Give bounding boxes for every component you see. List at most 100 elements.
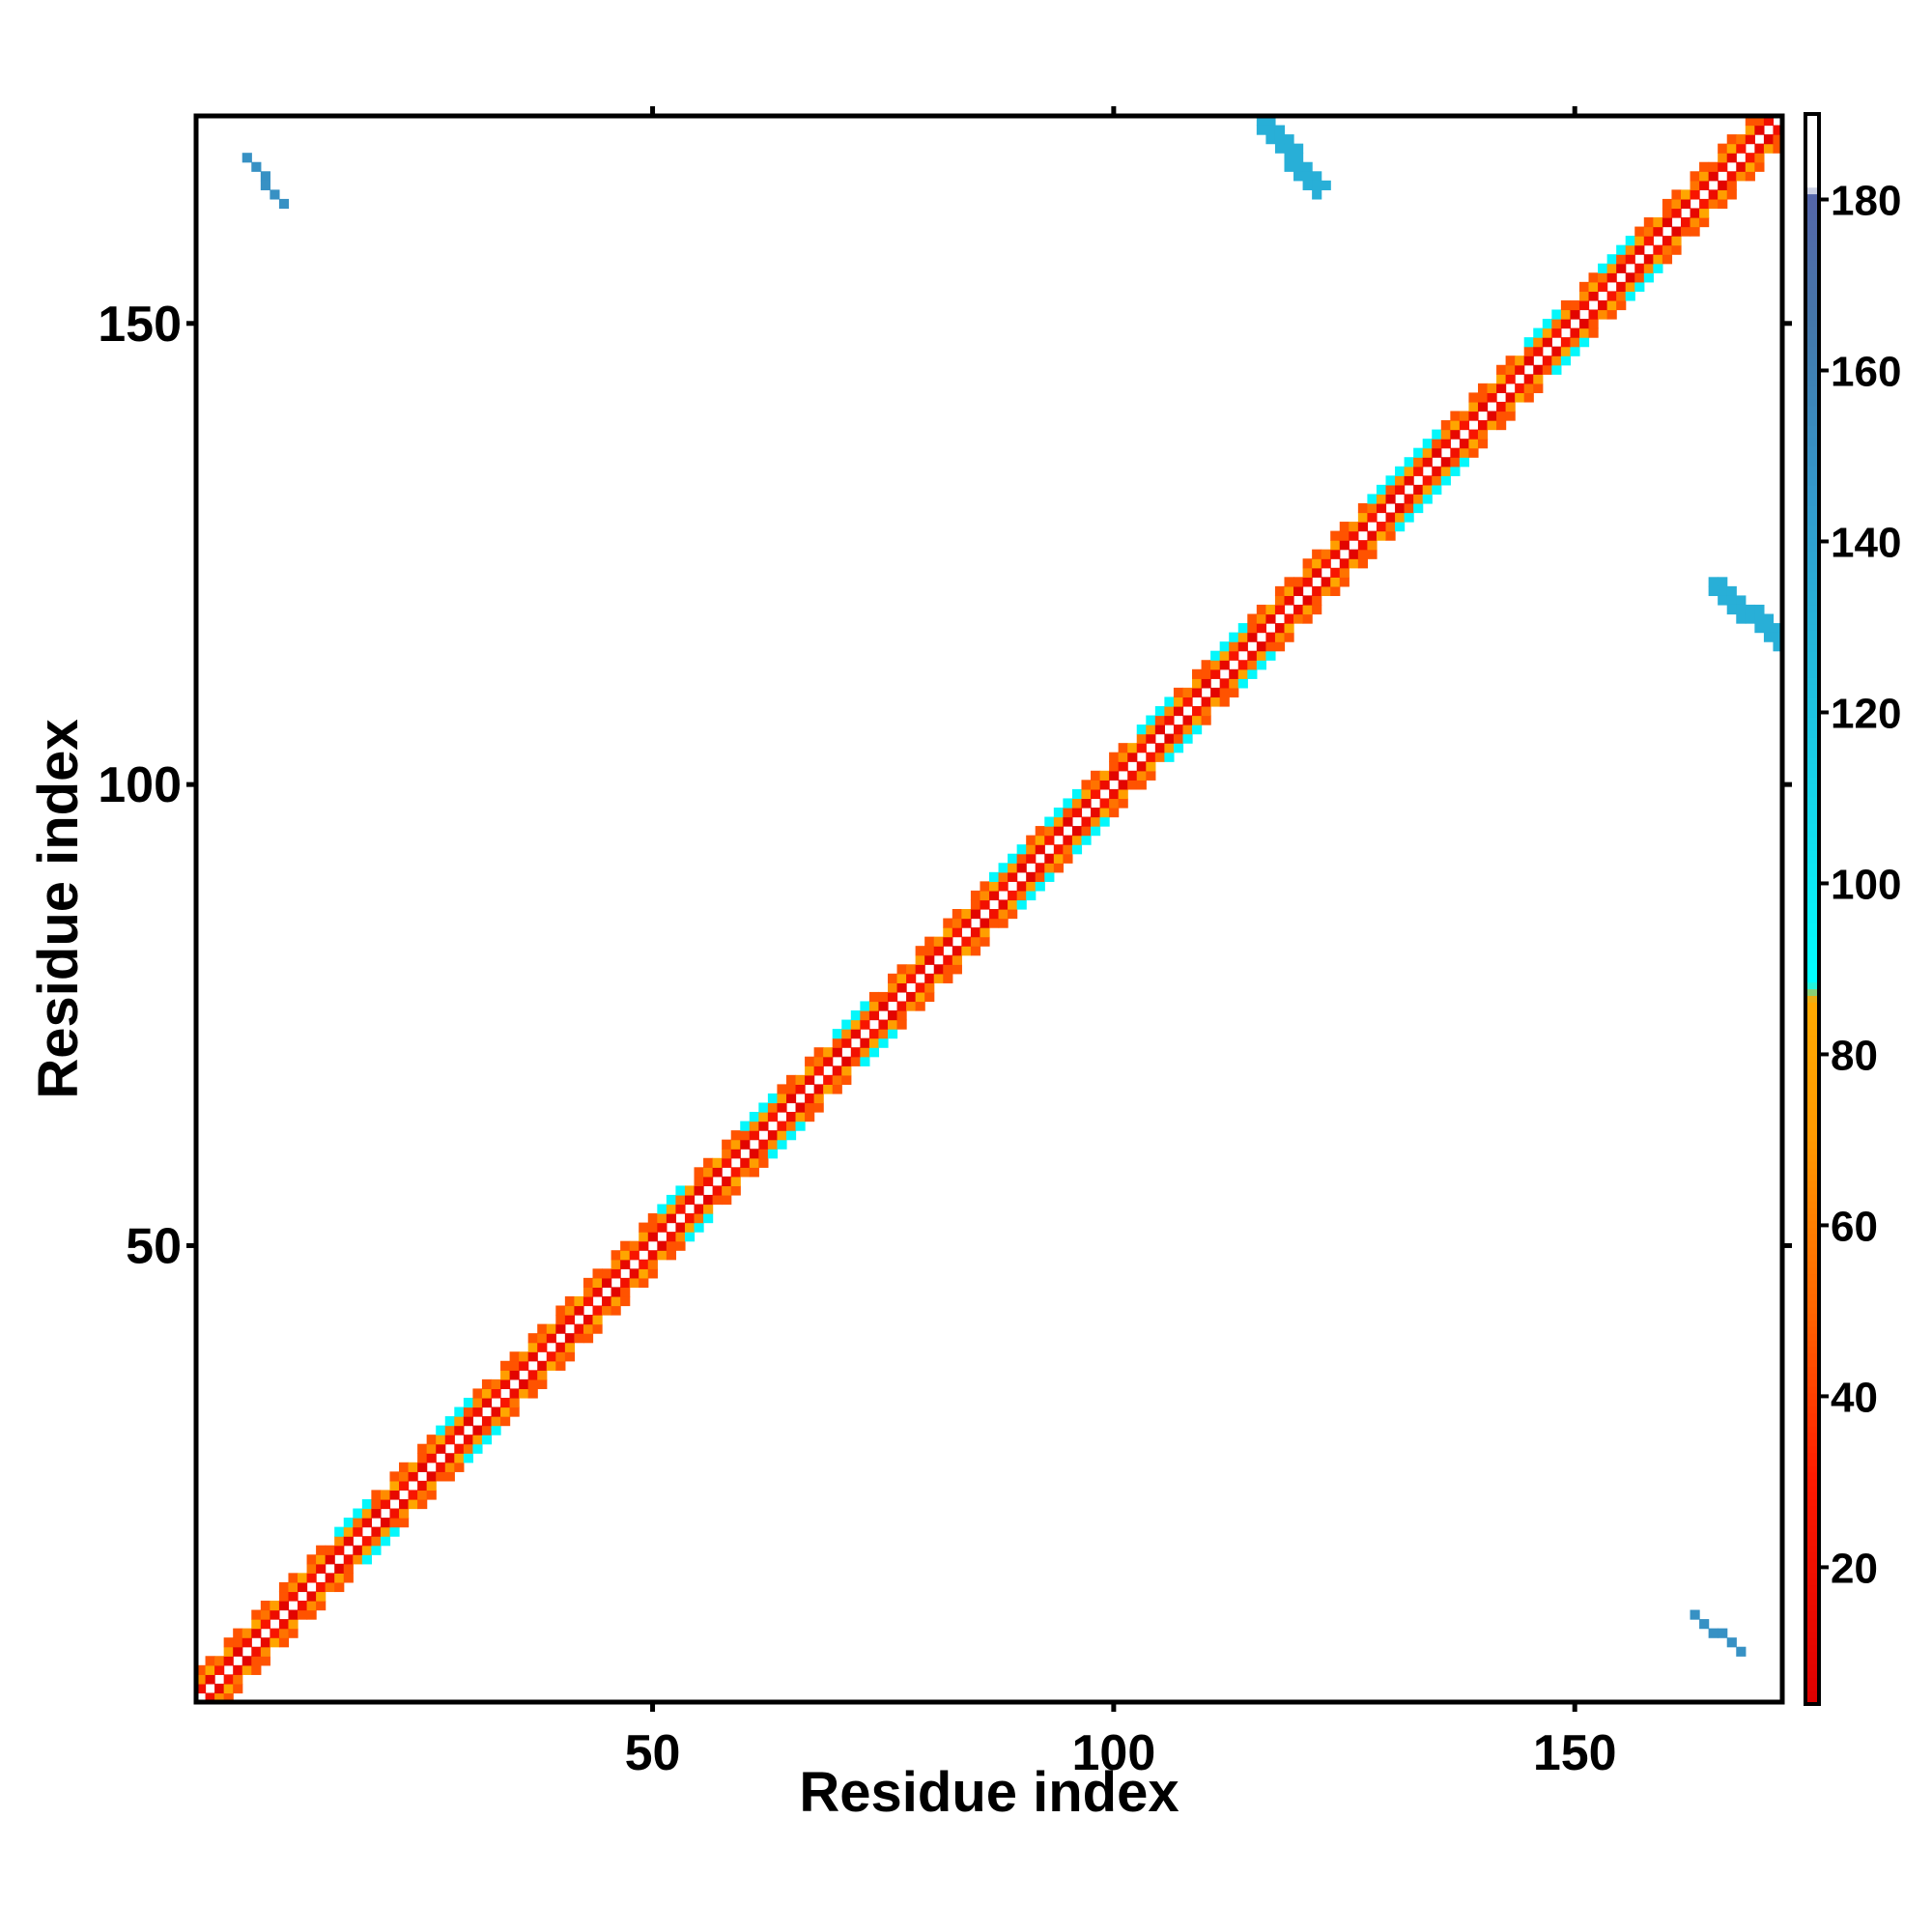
heatmap-cell [878, 991, 889, 1003]
colorbar-segment [1805, 756, 1819, 764]
heatmap-cell [1422, 457, 1433, 468]
heatmap-cell [353, 1554, 363, 1565]
heatmap-cell [740, 1139, 751, 1150]
heatmap-cell [1312, 604, 1322, 615]
colorbar-segment [1805, 1107, 1819, 1116]
colorbar-segment [1805, 451, 1819, 460]
heatmap-cell [481, 1435, 493, 1445]
heatmap-cell [1302, 613, 1313, 624]
heatmap-cell [574, 1323, 584, 1334]
heatmap-cell [1339, 530, 1350, 541]
heatmap-cell [906, 964, 917, 975]
heatmap-cell [1229, 641, 1239, 652]
heatmap-cell [1606, 272, 1617, 283]
heatmap-cell [924, 936, 935, 947]
heatmap-cell [1523, 346, 1534, 356]
heatmap-cell [1708, 585, 1719, 597]
heatmap-cell [1422, 494, 1433, 504]
colorbar: 20 40 60 80 100 120 140 160 180 [1804, 112, 1901, 1706]
heatmap-cell [860, 1019, 870, 1030]
heatmap-cell [860, 1001, 870, 1011]
heatmap-cell [242, 1664, 252, 1675]
heatmap-cell [436, 1471, 446, 1482]
heatmap-cell [666, 1232, 677, 1242]
y-axis-title: Residue index [27, 719, 90, 1098]
heatmap-cell [795, 1102, 806, 1113]
heatmap-cell [1312, 585, 1322, 597]
heatmap-cell [1551, 327, 1562, 338]
heatmap-cell [860, 1056, 870, 1066]
heatmap-cell [1071, 826, 1083, 837]
heatmap-cell [574, 1305, 584, 1316]
heatmap-cell [1293, 613, 1304, 624]
heatmap-cell [1136, 770, 1147, 781]
colorbar-tick-label: 140 [1831, 519, 1901, 566]
heatmap-cell [1505, 364, 1516, 375]
heatmap-cell [1773, 134, 1783, 145]
colorbar-segment [1805, 750, 1819, 758]
heatmap-cell [703, 1157, 714, 1168]
colorbar-segment [1805, 1167, 1819, 1176]
heatmap-cell [546, 1351, 556, 1362]
heatmap-cell [1247, 650, 1258, 661]
colorbar-segment [1805, 425, 1819, 433]
heatmap-cell [444, 1425, 455, 1435]
colorbar-segment [1805, 219, 1819, 228]
heatmap-cell [1634, 236, 1645, 246]
heatmap-cell [749, 1130, 759, 1141]
heatmap-cell [647, 1268, 658, 1279]
heatmap-cell [408, 1462, 418, 1472]
heatmap-cell [1302, 558, 1313, 569]
heatmap-cell [1606, 309, 1617, 320]
heatmap-cell [408, 1490, 418, 1500]
heatmap-cell [1210, 687, 1221, 698]
heatmap-cell [564, 1333, 576, 1344]
heatmap-cell [1071, 844, 1083, 855]
heatmap-cell [1662, 208, 1673, 218]
heatmap-cell [1182, 696, 1193, 707]
heatmap-cell [1182, 733, 1193, 744]
heatmap-cell [1690, 180, 1700, 190]
heatmap-cell [1357, 540, 1369, 551]
heatmap-cell [325, 1581, 335, 1593]
heatmap-cell [1385, 522, 1396, 532]
heatmap-cell [1616, 299, 1627, 311]
colorbar-segment [1805, 842, 1819, 851]
colorbar-segment [1805, 729, 1819, 738]
heatmap-cell [1357, 502, 1369, 514]
heatmap-cell [1515, 355, 1525, 366]
colorbar-segment [1805, 259, 1819, 268]
heatmap-cell [1690, 208, 1700, 218]
heatmap-cell [1588, 291, 1599, 301]
heatmap-cell [288, 1591, 298, 1602]
heatmap-cell [1699, 208, 1710, 218]
heatmap-cell [1708, 1628, 1719, 1638]
heatmap-cell [850, 1056, 861, 1066]
heatmap-cell [1505, 374, 1516, 384]
heatmap-cell [564, 1305, 576, 1316]
heatmap-cell [943, 964, 953, 975]
heatmap-cell [730, 1130, 741, 1141]
heatmap-cell [1662, 244, 1673, 255]
heatmap-cell [1219, 641, 1230, 652]
heatmap-cell [767, 1112, 779, 1122]
colorbar-segment [1805, 1054, 1819, 1063]
heatmap-cell [1312, 180, 1322, 190]
colorbar-segment [1805, 246, 1819, 254]
heatmap-cell [1192, 705, 1203, 717]
heatmap-cell [785, 1112, 797, 1122]
heatmap-cell [970, 927, 981, 938]
heatmap-cell [915, 1001, 925, 1011]
colorbar-segment [1805, 583, 1819, 592]
colorbar-segment [1805, 1392, 1819, 1401]
heatmap-cell [1071, 807, 1083, 818]
colorbar-segment [1805, 1141, 1819, 1149]
heatmap-cell [675, 1232, 686, 1242]
heatmap-cell [1247, 623, 1258, 634]
heatmap-cell [1219, 678, 1230, 689]
heatmap-cell [1440, 439, 1451, 449]
heatmap-cell [1598, 299, 1608, 311]
heatmap-cell [500, 1397, 511, 1408]
colorbar-segment [1805, 253, 1819, 261]
heatmap-cell [785, 1121, 797, 1131]
